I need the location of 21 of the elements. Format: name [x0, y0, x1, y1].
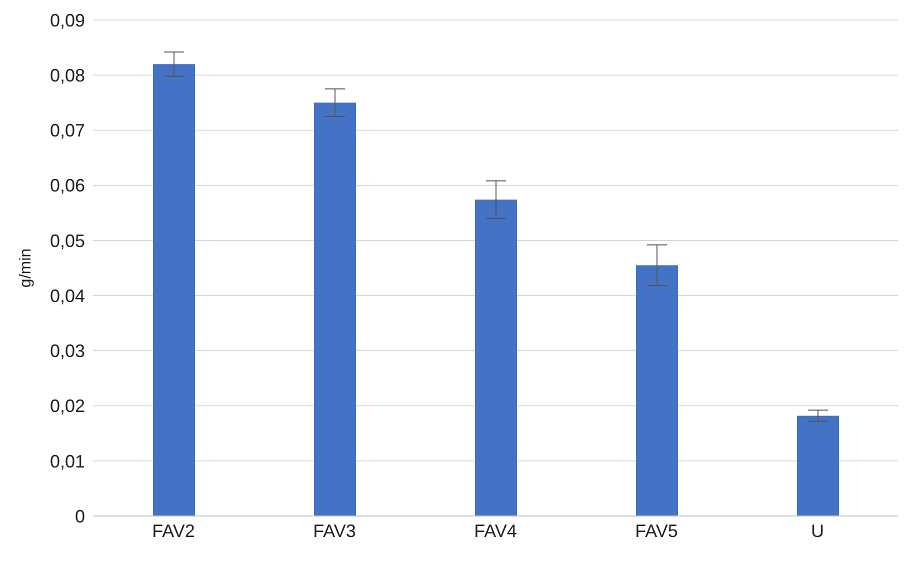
- y-tick-label: 0,02: [50, 396, 85, 416]
- y-tick-label: 0,04: [50, 286, 85, 306]
- x-tick-label: U: [811, 520, 824, 541]
- bar: [797, 416, 839, 516]
- y-tick-label: 0,07: [50, 120, 85, 141]
- x-tick-label: FAV4: [474, 520, 517, 541]
- bar: [475, 200, 517, 516]
- y-tick-label: 0,01: [50, 451, 85, 472]
- y-tick-label: 0,08: [50, 66, 85, 86]
- y-tick-label: 0,09: [50, 10, 85, 30]
- bar: [314, 102, 356, 516]
- y-tick-label: 0,03: [50, 341, 85, 362]
- y-tick-label: 0,05: [50, 230, 85, 251]
- bar: [153, 64, 195, 516]
- y-tick-label: 0,06: [50, 176, 85, 196]
- y-axis-title: g/min: [18, 248, 35, 288]
- bar: [636, 265, 678, 516]
- y-tick-label: 0: [74, 506, 85, 526]
- x-tick-label: FAV2: [152, 520, 195, 541]
- x-tick-label: FAV3: [313, 520, 356, 541]
- x-tick-label: FAV5: [635, 520, 678, 541]
